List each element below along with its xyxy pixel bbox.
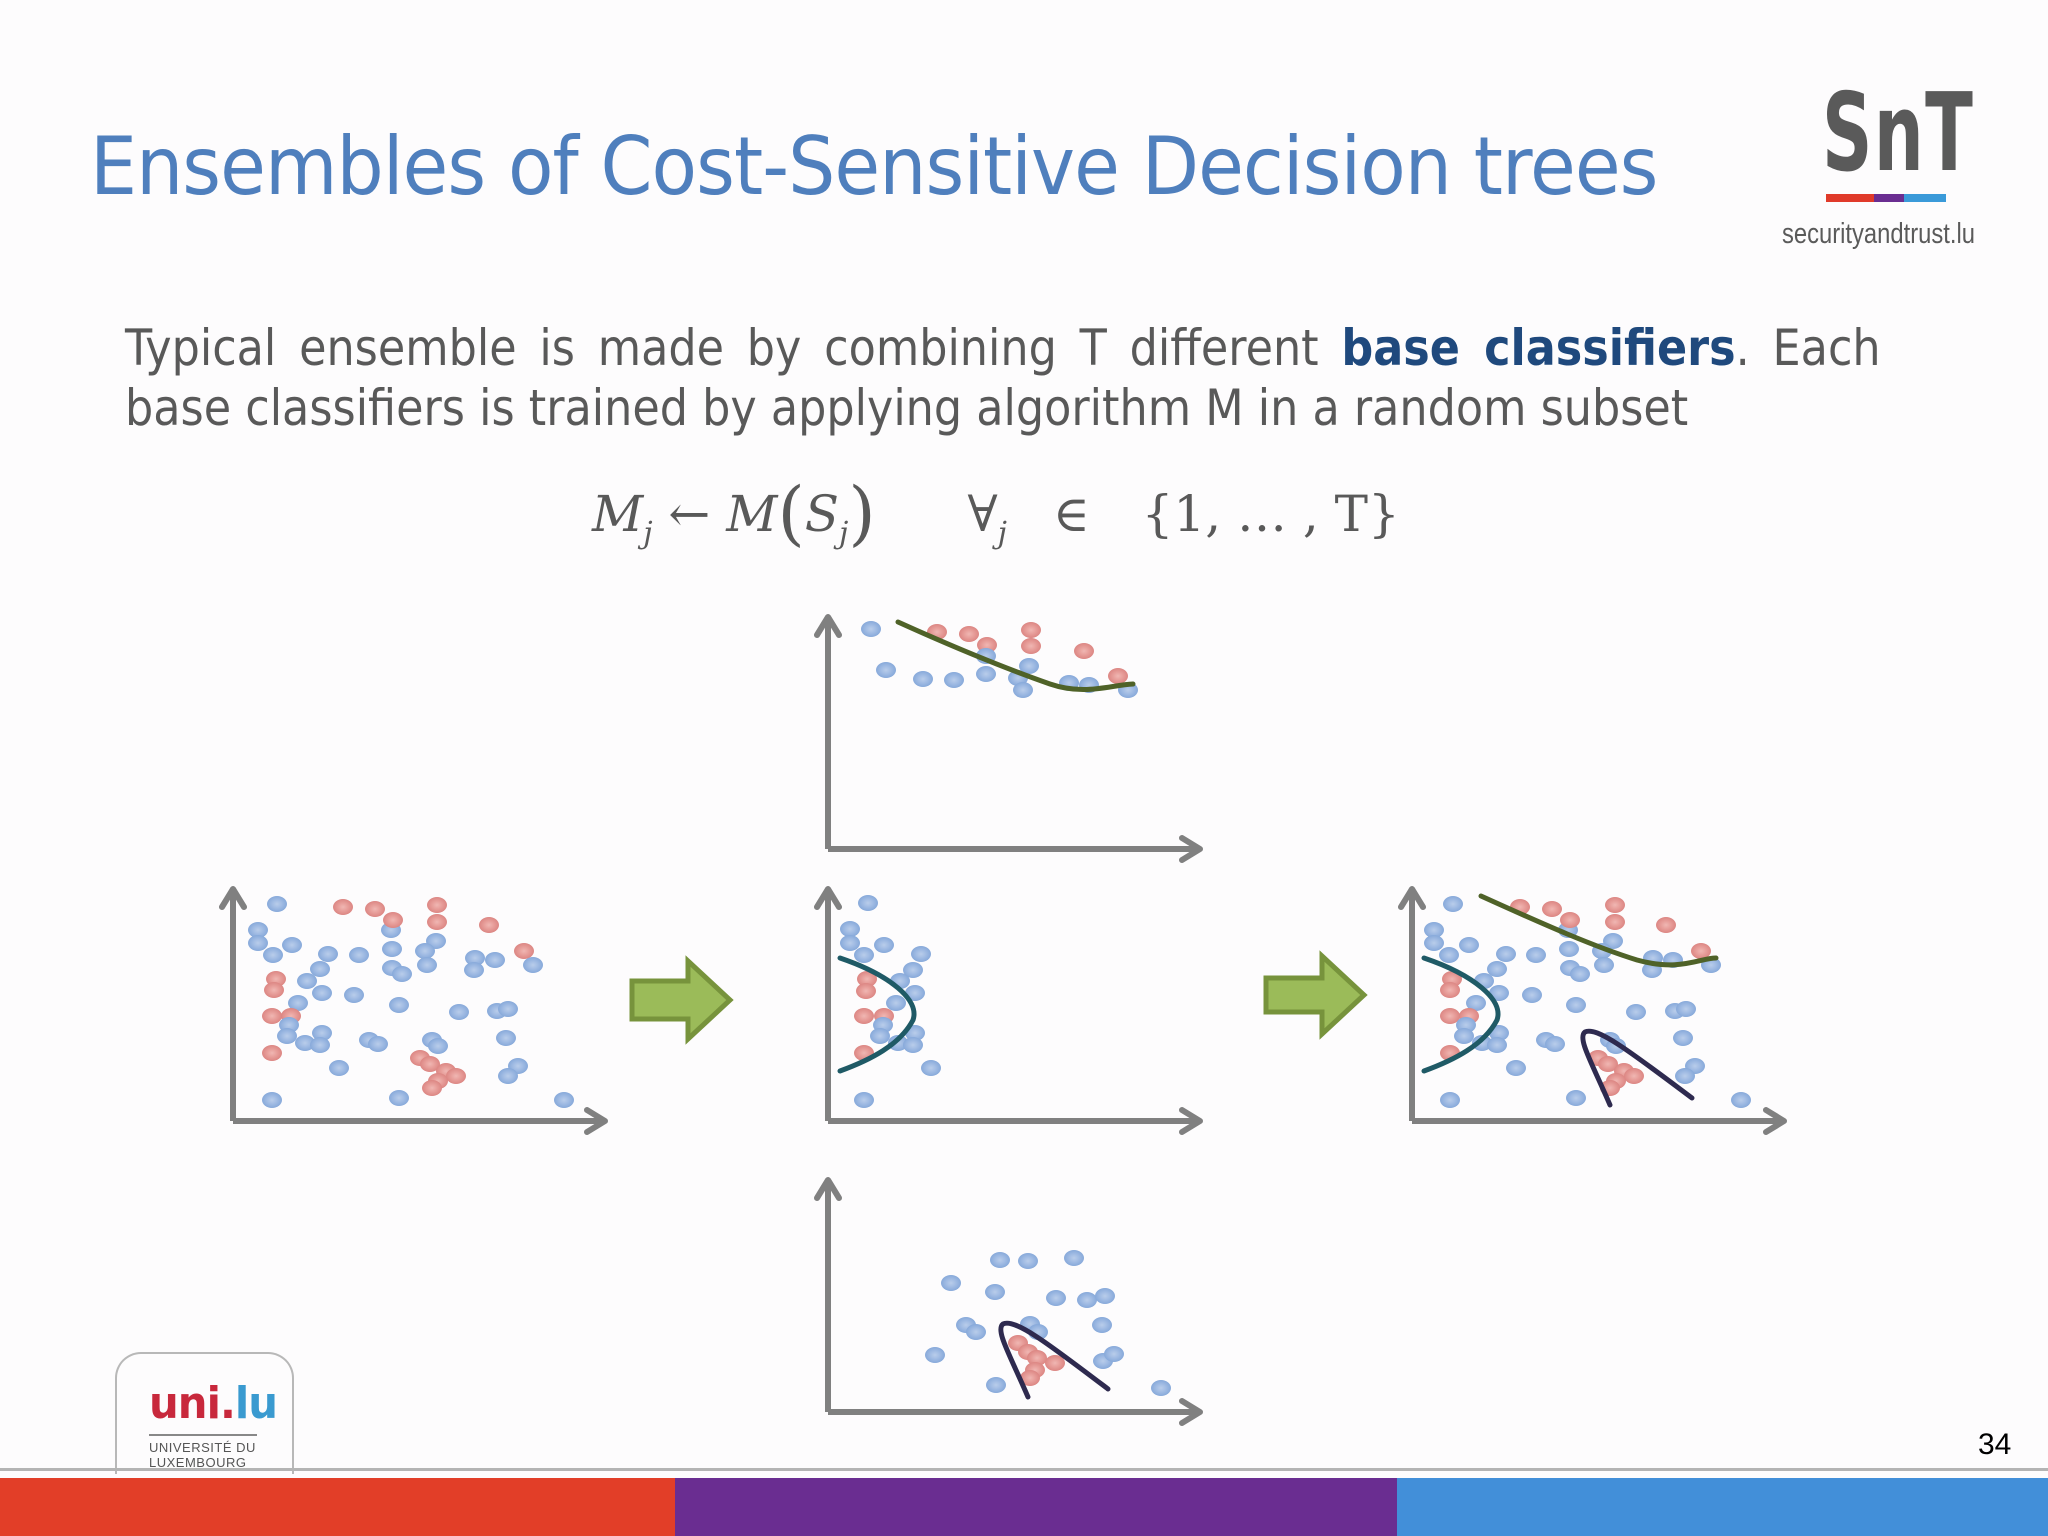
uni-name: UNIVERSITÉ DU LUXEMBOURG [149, 1440, 256, 1470]
formula-paren-close: ) [848, 472, 876, 554]
uni-lu-mark: uni.lu [149, 1382, 278, 1426]
decision-boundary-green [895, 619, 1136, 692]
decision-boundary-teal [837, 955, 917, 1074]
formula-element-of: ∈ [1052, 485, 1090, 543]
snt-bar-blue [1904, 194, 1946, 202]
body-line-2: base classifiers is trained by applying … [125, 379, 1689, 437]
slide-title: Ensembles of Cost-Sensitive Decision tre… [90, 120, 1658, 213]
formula-arg-sub: j [839, 516, 849, 551]
body-paragraph: Typical ensemble is made by combining T … [125, 318, 1881, 438]
arrow-right-icon [1263, 950, 1368, 1040]
dots [248, 896, 574, 1108]
body-text-b: . Each [1735, 319, 1881, 377]
panel-subset-1 [817, 617, 1200, 860]
panel-ensemble [1401, 889, 1784, 1132]
page-number: 34 [1978, 1428, 2012, 1461]
panel-full-dataset [222, 889, 605, 1132]
snt-bar-red [1826, 194, 1874, 202]
decision-boundary-navy [1580, 1028, 1695, 1108]
snt-logo-letters: SnT [1822, 71, 1975, 196]
decision-boundary-teal [1421, 955, 1501, 1074]
arrow-right-icon [629, 955, 734, 1045]
uni-name-line-1: UNIVERSITÉ DU [149, 1440, 256, 1455]
formula-arrow: ← [668, 485, 711, 543]
panel-subset-3 [817, 1180, 1200, 1423]
formula-func: M [726, 485, 778, 543]
uni-mark-red: uni. [149, 1378, 236, 1429]
uni-lu-logo: uni.lu UNIVERSITÉ DU LUXEMBOURG [115, 1352, 294, 1474]
formula-lhs: M [592, 485, 644, 543]
snt-logo: SnT securityandtrust.lu [1780, 80, 2000, 260]
decision-boundary-navy [998, 1320, 1111, 1400]
decision-boundary-green [1478, 893, 1719, 968]
highlight-base-classifiers: base classifiers [1341, 319, 1736, 377]
uni-logo-rule [149, 1434, 257, 1436]
panel-subset-2 [817, 889, 1200, 1132]
snt-url: securityandtrust.lu [1782, 218, 1975, 250]
footer-bar-purple [675, 1478, 1397, 1536]
uni-name-line-2: LUXEMBOURG [149, 1455, 247, 1470]
footer-divider [0, 1468, 2048, 1471]
formula: Mj ← M(Sj) ∀j ∈ {1, … , T} [592, 472, 1400, 554]
snt-bar-purple [1874, 194, 1904, 202]
formula-set: {1, … , T} [1141, 485, 1400, 543]
uni-mark-blue: lu [234, 1378, 278, 1429]
formula-arg: S [804, 485, 840, 543]
formula-forall: ∀ [967, 485, 998, 543]
formula-forall-sub: j [997, 516, 1007, 551]
footer-bar-blue [1397, 1478, 2048, 1536]
formula-lhs-sub: j [643, 516, 653, 551]
formula-paren-open: ( [777, 472, 805, 554]
body-text-a: Typical ensemble is made by combining T … [125, 319, 1342, 377]
body-line-1: Typical ensemble is made by combining T … [125, 318, 1881, 378]
footer-bar-red [0, 1478, 675, 1536]
